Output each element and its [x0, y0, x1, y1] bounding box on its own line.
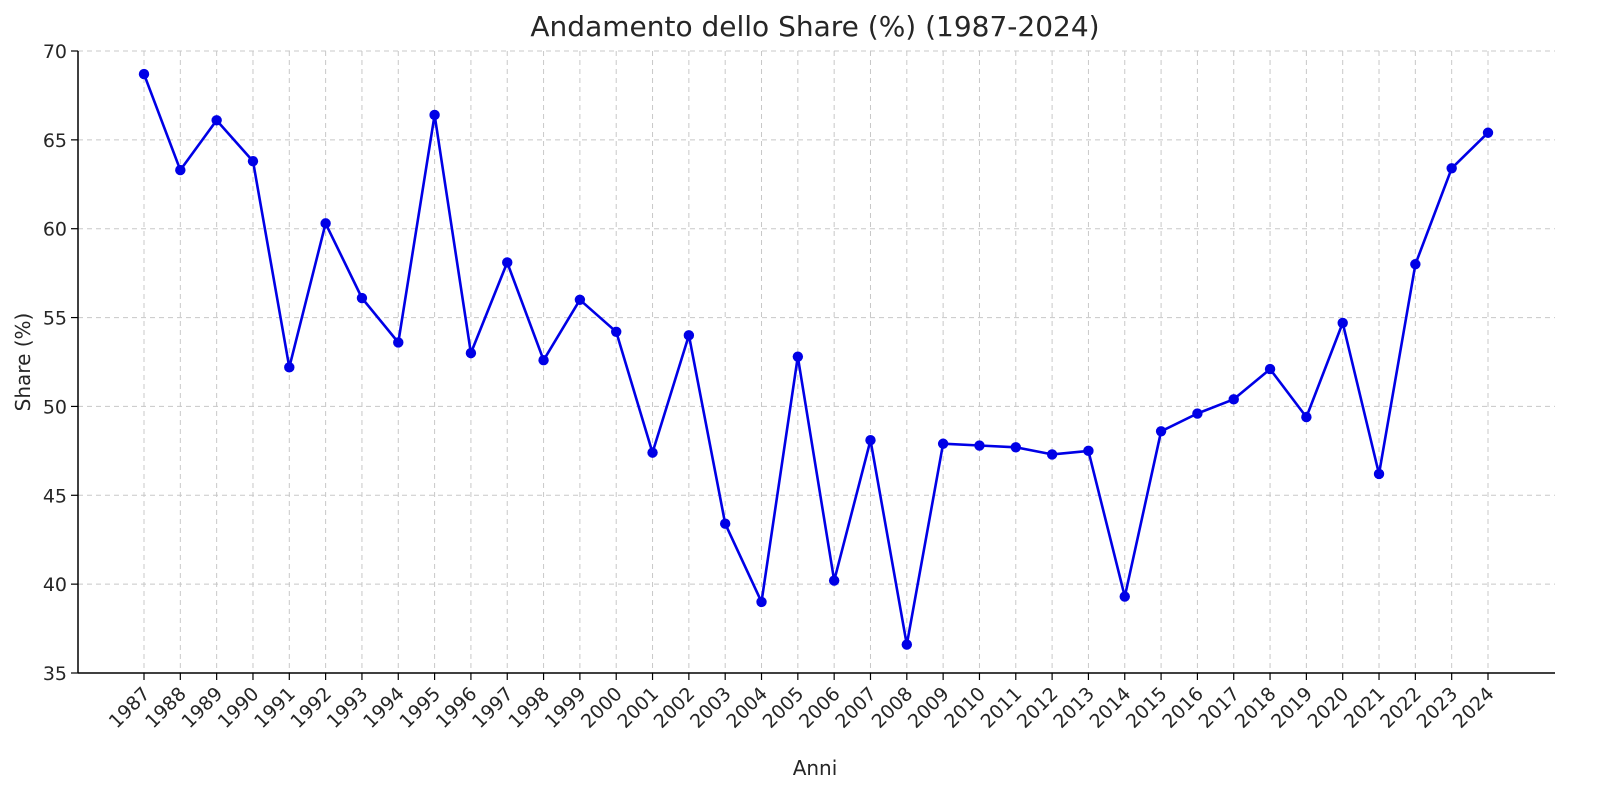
- series-line: [142, 73, 1489, 646]
- x-tick-label: 2013: [1049, 683, 1099, 733]
- x-tick-label: 2019: [1267, 683, 1317, 733]
- data-point: [247, 155, 259, 167]
- data-point: [719, 518, 731, 529]
- x-tick-label: 1996: [432, 683, 482, 733]
- x-tick-label: 2006: [795, 683, 845, 733]
- x-tick-label: 1995: [395, 683, 445, 733]
- series-layer: [138, 68, 1494, 650]
- tick-labels: 35 40 45 50 55 60 65 70 198719881989199019911992…: [43, 41, 1499, 733]
- x-tick-label: 1987: [105, 683, 155, 733]
- x-tick-label: 2024: [1449, 683, 1499, 733]
- data-point: [974, 440, 985, 451]
- x-tick-label: 2001: [613, 683, 663, 733]
- data-point: [429, 109, 440, 121]
- data-point: [828, 575, 840, 586]
- data-point: [211, 115, 222, 126]
- x-tick-label: 2003: [686, 683, 736, 733]
- data-point: [1155, 426, 1167, 437]
- y-tick-label: 35: [43, 663, 67, 685]
- y-tick-label: 55: [43, 308, 67, 330]
- x-tick-label: 2016: [1158, 683, 1208, 733]
- chart-title: Andamento dello Share (%) (1987-2024): [530, 10, 1099, 43]
- data-point: [356, 292, 368, 304]
- x-tick-label: 2014: [1086, 683, 1136, 733]
- x-tick-label: 2018: [1231, 683, 1281, 733]
- x-tick-label: 2000: [577, 683, 627, 733]
- x-tick-label: 2002: [650, 683, 700, 733]
- data-point: [1373, 468, 1385, 480]
- x-tick-label: 1998: [504, 683, 554, 733]
- data-point: [683, 330, 695, 341]
- x-tick-label: 1994: [359, 683, 409, 733]
- data-point: [465, 347, 477, 359]
- data-point: [647, 447, 658, 458]
- data-point: [320, 218, 331, 229]
- x-tick-label: 2012: [1013, 683, 1063, 733]
- data-point: [1301, 411, 1312, 423]
- x-tick-label: 2010: [940, 683, 990, 733]
- data-point: [611, 326, 622, 337]
- data-point: [1410, 259, 1421, 270]
- data-point: [937, 438, 949, 449]
- x-tick-label: 2008: [868, 683, 918, 733]
- data-point: [574, 294, 586, 305]
- x-tick-label: 2007: [831, 683, 881, 733]
- data-point: [756, 596, 767, 608]
- axes: [71, 50, 1555, 680]
- data-point: [1046, 449, 1058, 460]
- data-point: [1264, 363, 1276, 375]
- y-tick-label: 70: [43, 41, 67, 63]
- x-tick-label: 1992: [286, 683, 336, 733]
- data-point: [1337, 317, 1348, 329]
- data-point: [138, 68, 150, 80]
- y-axis-label: Share (%): [11, 313, 35, 412]
- x-tick-label: 1997: [468, 683, 518, 733]
- y-tick-label: 45: [43, 485, 67, 507]
- data-point: [1192, 408, 1203, 419]
- x-tick-label: 2009: [904, 683, 954, 733]
- y-tick-label: 40: [43, 574, 67, 596]
- data-point: [1083, 445, 1094, 457]
- data-point: [1010, 442, 1021, 453]
- x-tick-label: 2011: [977, 683, 1027, 733]
- x-tick-label: 1991: [250, 683, 300, 733]
- data-point: [1482, 127, 1494, 138]
- data-point: [502, 257, 513, 268]
- x-axis-label: Anni: [793, 756, 838, 780]
- x-tick-label: 1999: [541, 683, 591, 733]
- x-tick-label: 1988: [141, 683, 191, 733]
- y-tick-label: 50: [43, 396, 67, 418]
- data-point: [538, 355, 549, 366]
- x-tick-label: 1990: [214, 683, 264, 733]
- data-point: [284, 362, 295, 373]
- x-tick-label: 2021: [1340, 683, 1390, 733]
- x-tick-label: 1989: [177, 683, 227, 733]
- x-tick-label: 1993: [323, 683, 373, 733]
- x-tick-label: 2022: [1376, 683, 1426, 733]
- data-point: [901, 639, 913, 650]
- data-point: [792, 351, 804, 362]
- data-point: [175, 164, 186, 176]
- x-tick-label: 2023: [1412, 683, 1462, 733]
- x-tick-label: 2017: [1195, 683, 1245, 733]
- x-tick-label: 2015: [1122, 683, 1172, 733]
- x-tick-label: 2005: [759, 683, 809, 733]
- y-tick-label: 60: [43, 219, 67, 241]
- x-tick-label: 2020: [1303, 683, 1353, 733]
- data-point: [1119, 591, 1130, 602]
- grid-lines: [78, 50, 1555, 674]
- y-tick-label: 65: [43, 130, 67, 152]
- data-point: [1228, 394, 1239, 405]
- x-tick-label: 2004: [722, 683, 772, 733]
- data-point: [1446, 163, 1457, 174]
- data-point: [393, 337, 404, 348]
- data-point: [865, 434, 876, 446]
